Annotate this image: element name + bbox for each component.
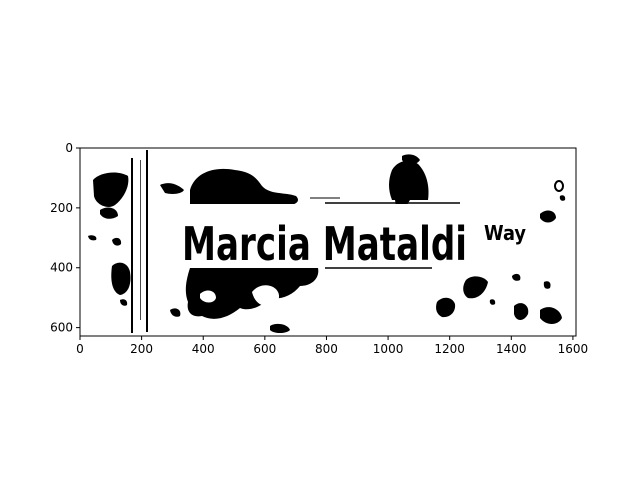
x-tick-label: 1400 [496, 342, 527, 356]
dark-blob [540, 210, 556, 223]
dark-blob [190, 168, 298, 205]
dark-streak [140, 160, 141, 320]
y-tick-label: 200 [50, 201, 73, 215]
axes-frame [79, 147, 577, 337]
dark-blob [111, 262, 131, 295]
x-tick-label: 0 [76, 342, 84, 356]
dark-streak [131, 158, 133, 333]
x-tick-label: 800 [315, 342, 338, 356]
dark-blob [402, 154, 420, 165]
dark-blob [389, 160, 429, 200]
sign-plate [168, 204, 462, 266]
binarized-sign-image: Marcia Mataldi Way [80, 148, 576, 336]
dark-blob [100, 207, 118, 219]
sign-main-text: Marcia Mataldi [182, 217, 467, 271]
dark-blob [543, 281, 551, 289]
dark-blob [270, 323, 290, 333]
dark-blob [559, 195, 566, 201]
dark-blob [540, 307, 562, 324]
y-tick-label: 400 [50, 261, 73, 275]
x-tick-label: 1000 [373, 342, 404, 356]
swirl-light [200, 290, 216, 303]
dark-streak [146, 150, 148, 332]
x-tick-label: 600 [253, 342, 276, 356]
dark-blob [436, 297, 456, 318]
dark-blob [185, 268, 319, 319]
dark-blob [463, 276, 488, 299]
dark-blob [489, 299, 496, 305]
dark-blob [88, 235, 97, 241]
y-tick-label: 0 [65, 141, 73, 155]
y-axis: 0 200 400 600 [50, 141, 80, 335]
dark-blob [112, 237, 122, 246]
dark-blob [120, 299, 128, 306]
x-tick-label: 1200 [434, 342, 465, 356]
x-tick-label: 1600 [558, 342, 589, 356]
dark-blob [160, 183, 184, 194]
ring-speck [554, 180, 564, 192]
dark-blob [93, 172, 129, 207]
x-tick-label: 400 [192, 342, 215, 356]
dark-blob [512, 273, 521, 281]
dark-blob [514, 303, 529, 320]
swirl-light [252, 285, 280, 307]
x-axis: 0 200 400 600 800 1000 1200 1400 1600 [76, 336, 588, 356]
x-tick-label: 200 [130, 342, 153, 356]
dark-blob [170, 308, 181, 317]
sign-suffix-text: Way [484, 221, 526, 245]
y-tick-label: 600 [50, 321, 73, 335]
